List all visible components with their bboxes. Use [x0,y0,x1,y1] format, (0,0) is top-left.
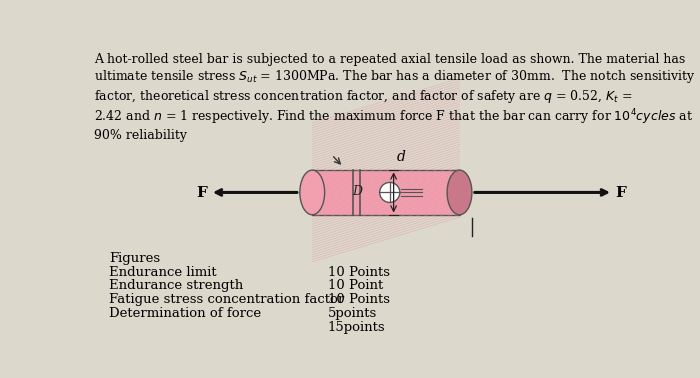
Text: 15points: 15points [328,321,386,334]
Text: A hot-rolled steel bar is subjected to a repeated axial tensile load as shown. T: A hot-rolled steel bar is subjected to a… [94,53,695,142]
Text: F: F [196,186,207,200]
Text: Endurance strength: Endurance strength [109,279,244,293]
Text: d: d [397,150,405,164]
Text: D: D [352,185,362,198]
Circle shape [379,183,400,203]
Text: 10 Points: 10 Points [328,266,390,279]
Bar [312,170,459,215]
Ellipse shape [300,170,325,215]
Text: Endurance limit: Endurance limit [109,266,217,279]
Text: Fatigue stress concentration factor: Fatigue stress concentration factor [109,293,344,306]
Text: 10 Point: 10 Point [328,279,383,293]
Text: F: F [615,186,626,200]
Text: Determination of force: Determination of force [109,307,261,320]
Text: 10 Points: 10 Points [328,293,390,306]
Text: 5points: 5points [328,307,377,320]
Ellipse shape [447,170,472,215]
Text: Figures: Figures [109,252,160,265]
